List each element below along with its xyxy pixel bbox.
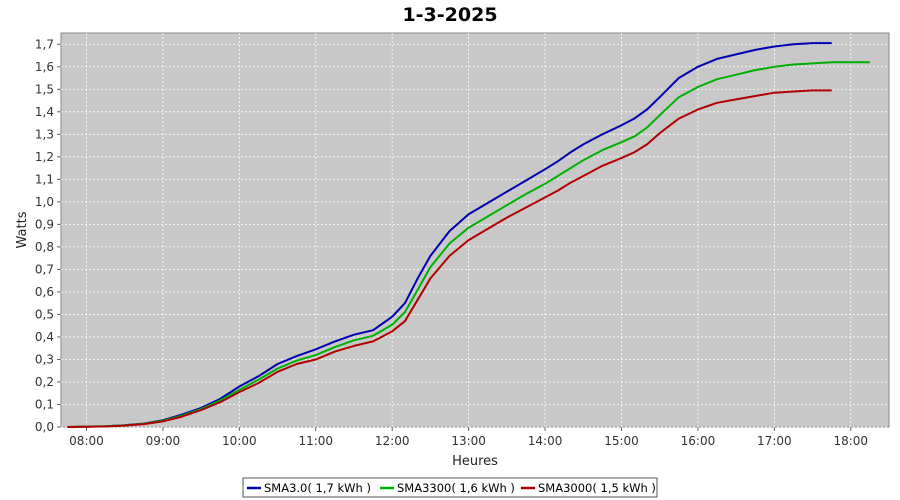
legend-entry: SMA3300( 1,6 kWh ) — [397, 481, 515, 495]
x-tick-label: 09:00 — [146, 434, 181, 448]
y-axis-label: Watts — [15, 211, 30, 248]
series-lines — [67, 42, 870, 428]
y-axis: 0,0 0,1 0,2 0,3 0,4 0,5 0,6 0,7 0,8 0,9 1,0 1,1 1,2 1… — [35, 37, 61, 434]
y-tick-label: 1,7 — [35, 37, 54, 51]
y-tick-label: 1,0 — [35, 195, 54, 209]
y-tick-label: 0,3 — [35, 352, 54, 366]
plot-area — [60, 32, 890, 428]
y-tick-label: 0,0 — [35, 420, 54, 434]
x-tick-label: 08:00 — [69, 434, 104, 448]
series-line-2 — [67, 61, 870, 428]
legend: SMA3.0( 1,7 kWh ) SMA3300( 1,6 kWh ) SMA30… — [242, 477, 658, 498]
y-tick-label: 0,7 — [35, 262, 54, 276]
y-tick-label: 1,4 — [35, 105, 54, 119]
chart-title: 1-3-2025 — [402, 4, 497, 26]
y-tick-label: 0,5 — [35, 307, 54, 321]
x-axis: 08:00 09:00 10:00 11:00 12:00 13:00 14:00 15:00… — [69, 427, 868, 448]
x-tick-label: 10:00 — [222, 434, 257, 448]
x-tick-label: 17:00 — [757, 434, 792, 448]
y-tick-label: 1,1 — [35, 172, 54, 186]
series-line-1 — [67, 42, 832, 428]
y-tick-label: 0,2 — [35, 375, 54, 389]
y-tick-label: 0,4 — [35, 330, 54, 344]
x-tick-label: 11:00 — [298, 434, 333, 448]
y-tick-label: 1,6 — [35, 60, 54, 74]
grid — [61, 33, 889, 428]
series-line-3 — [67, 89, 832, 428]
y-tick-label: 1,3 — [35, 127, 54, 141]
y-tick-label: 1,5 — [35, 82, 54, 96]
legend-box — [242, 477, 658, 498]
y-tick-label: 0,6 — [35, 285, 54, 299]
x-tick-label: 18:00 — [833, 434, 868, 448]
legend-entry: SMA3.0( 1,7 kWh ) — [264, 481, 371, 495]
y-tick-label: 1,2 — [35, 150, 54, 164]
x-tick-label: 16:00 — [681, 434, 716, 448]
x-tick-label: 14:00 — [528, 434, 563, 448]
x-tick-label: 12:00 — [375, 434, 410, 448]
x-tick-label: 15:00 — [604, 434, 639, 448]
legend-entry: SMA3000( 1,5 kWh ) — [538, 481, 656, 495]
y-tick-label: 0,9 — [35, 217, 54, 231]
x-axis-label: Heures — [452, 454, 498, 469]
y-tick-label: 0,1 — [35, 397, 54, 411]
y-tick-label: 0,8 — [35, 240, 54, 254]
x-tick-label: 13:00 — [451, 434, 486, 448]
